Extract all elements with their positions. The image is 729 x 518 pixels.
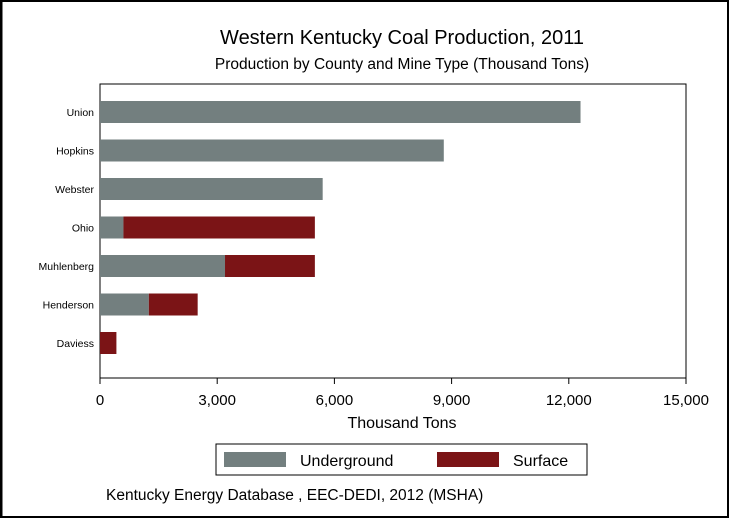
legend-label-underground: Underground bbox=[300, 453, 393, 470]
x-tick-label: 3,000 bbox=[198, 392, 236, 409]
x-axis-label: Thousand Tons bbox=[347, 415, 456, 432]
x-tick-label: 9,000 bbox=[433, 392, 471, 409]
x-tick-label: 0 bbox=[96, 392, 104, 409]
legend-swatch-surface bbox=[437, 452, 499, 467]
chart-subtitle: Production by County and Mine Type (Thou… bbox=[215, 56, 589, 73]
x-tick-label: 15,000 bbox=[663, 392, 709, 409]
bar-surface-henderson bbox=[148, 293, 198, 316]
category-label: Henderson bbox=[43, 300, 95, 312]
bar-underground-ohio bbox=[100, 216, 124, 239]
category-label: Webster bbox=[55, 184, 94, 196]
chart-title: Western Kentucky Coal Production, 2011 bbox=[220, 27, 584, 49]
source-note: Kentucky Energy Database , EEC-DEDI, 201… bbox=[106, 487, 483, 504]
bar-surface-ohio bbox=[123, 216, 315, 239]
bar-underground-union bbox=[100, 101, 581, 123]
category-label: Muhlenberg bbox=[39, 261, 95, 273]
category-label: Hopkins bbox=[56, 146, 94, 158]
category-labels: Union Hopkins Webster Ohio Muhlenberg Henders… bbox=[39, 107, 95, 350]
bar-surface-daviess bbox=[100, 332, 117, 354]
x-tick-label: 12,000 bbox=[546, 392, 592, 409]
category-label: Union bbox=[67, 107, 95, 119]
bar-underground-hopkins bbox=[100, 139, 444, 162]
category-label: Daviess bbox=[57, 338, 94, 350]
legend-label-surface: Surface bbox=[513, 453, 568, 470]
bar-underground-muhlenberg bbox=[100, 255, 226, 277]
bar-underground-henderson bbox=[100, 293, 149, 316]
x-tick-label: 6,000 bbox=[316, 392, 354, 409]
bar-underground-webster bbox=[100, 178, 323, 200]
bars-group bbox=[100, 101, 581, 354]
category-label: Ohio bbox=[72, 223, 94, 235]
legend: Underground Surface bbox=[215, 443, 588, 476]
bar-surface-muhlenberg bbox=[225, 255, 315, 277]
legend-swatch-underground bbox=[224, 452, 286, 467]
x-axis: 0 3,000 6,000 9,000 12,000 15,000 bbox=[96, 378, 709, 409]
